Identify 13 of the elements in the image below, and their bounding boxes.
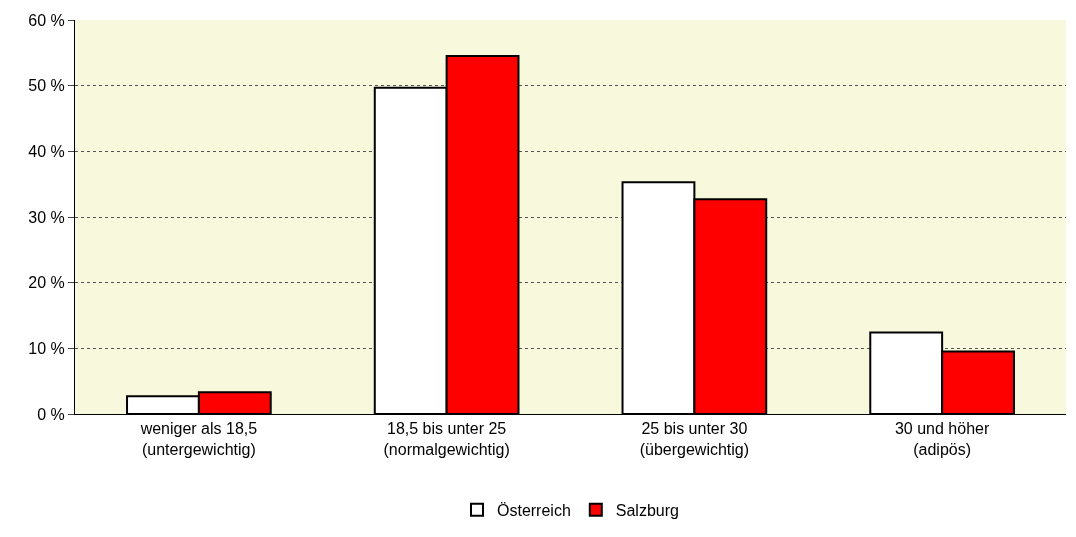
x-tick-label: 30 und höher (adipös) — [894, 420, 990, 458]
x-tick-label: 18,5 bis unter 25 (normalgewichtig) — [383, 420, 510, 458]
y-tick-label: 0 % — [37, 405, 65, 423]
legend-label: Österreich — [497, 501, 571, 519]
y-tick-label: 50 % — [28, 77, 65, 95]
x-tick-label: weniger als 18,5 (untergewichtig) — [139, 420, 258, 458]
x-tick-label: 25 bis unter 30 (übergewichtig) — [639, 420, 750, 458]
y-tick-label: 40 % — [28, 142, 65, 160]
y-tick-label: 60 % — [28, 11, 65, 29]
legend-label: Salzburg — [615, 501, 679, 519]
y-tick-label: 10 % — [28, 339, 65, 357]
y-tick-label: 20 % — [28, 274, 65, 292]
y-tick-label: 30 % — [28, 208, 65, 226]
